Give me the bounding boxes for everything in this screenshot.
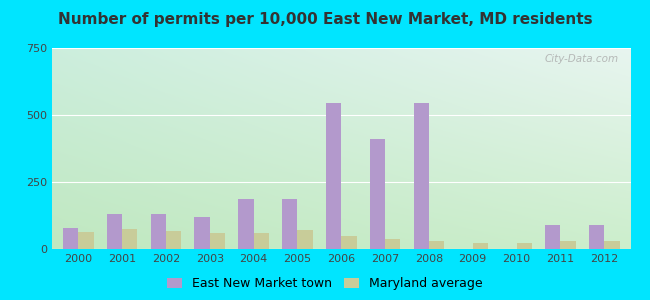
Bar xyxy=(210,233,225,249)
Bar xyxy=(473,243,488,249)
Text: Number of permits per 10,000 East New Market, MD residents: Number of permits per 10,000 East New Ma… xyxy=(58,12,592,27)
Bar xyxy=(370,139,385,249)
Bar xyxy=(107,214,122,249)
Bar xyxy=(78,232,94,249)
Bar xyxy=(604,241,619,249)
Bar xyxy=(545,225,560,249)
Bar xyxy=(341,236,357,249)
Bar xyxy=(166,231,181,249)
Bar xyxy=(151,214,166,249)
Bar xyxy=(239,200,254,249)
Bar xyxy=(429,242,444,249)
Bar xyxy=(589,225,604,249)
Legend: East New Market town, Maryland average: East New Market town, Maryland average xyxy=(163,273,487,294)
Bar xyxy=(413,103,429,249)
Bar xyxy=(560,242,576,249)
Text: City-Data.com: City-Data.com xyxy=(545,54,619,64)
Bar xyxy=(282,200,298,249)
Bar xyxy=(254,233,269,249)
Bar xyxy=(122,229,137,249)
Bar xyxy=(63,228,78,249)
Bar xyxy=(326,103,341,249)
Bar xyxy=(194,217,210,249)
Bar xyxy=(517,243,532,249)
Bar xyxy=(385,239,400,249)
Bar xyxy=(298,230,313,249)
